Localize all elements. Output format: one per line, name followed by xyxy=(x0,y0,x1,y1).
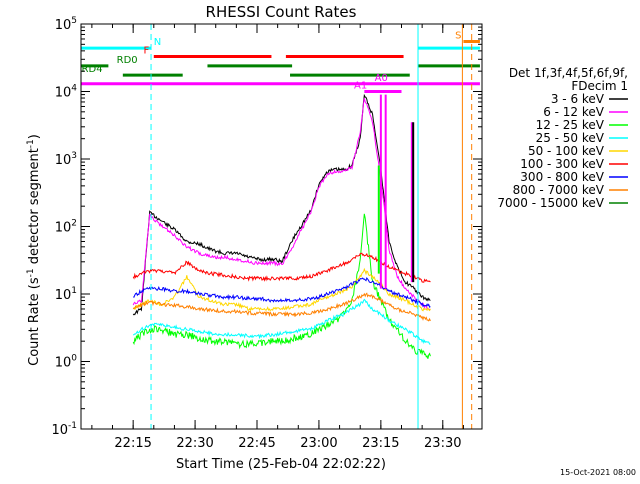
y-tick-label: 102 xyxy=(55,219,77,236)
flag-label-rd4: RD4 xyxy=(82,64,103,75)
flag-label-rd0: RD0 xyxy=(117,55,138,66)
flag-label-n: N xyxy=(154,37,161,48)
x-tick-label: 23:30 xyxy=(424,436,461,451)
legend-header-line-1: Det 1f,3f,4f,5f,6f,9f, xyxy=(509,66,628,80)
flag-label-a1: A1 xyxy=(354,81,367,92)
legend-entry-label: 100 - 300 keV xyxy=(520,157,604,171)
legend-entry-label: 6 - 12 keV xyxy=(543,105,605,119)
y-tick-label: 100 xyxy=(55,354,78,371)
x-tick-label: 22:15 xyxy=(114,436,151,451)
legend-entry-label: 3 - 6 keV xyxy=(551,92,605,106)
legend-entry-label: 50 - 100 keV xyxy=(528,144,605,158)
legend-entry-label: 12 - 25 keV xyxy=(536,118,605,132)
legend-entry-label: 800 - 7000 keV xyxy=(513,183,605,197)
flag-label-f: F xyxy=(143,46,149,57)
y-axis-label: Count Rate (s-1 detector segment-1) xyxy=(26,134,42,366)
y-tick-label: 105 xyxy=(55,16,77,33)
series-layer xyxy=(132,93,431,359)
footer-date: 15-Oct-2021 08:00 xyxy=(560,468,636,477)
legend: Det 1f,3f,4f,5f,6f,9f, FDecim 1 3 - 6 ke… xyxy=(497,66,628,210)
x-tick-label: 23:15 xyxy=(362,436,399,451)
flag-label-a0: A0 xyxy=(375,73,388,84)
x-tick-label: 22:30 xyxy=(176,436,213,451)
axes-layer: 10-1 100 101 102 103 104 105 22:15 22:30 22:45 23:… xyxy=(51,16,483,451)
x-tick-label: 22:45 xyxy=(238,436,275,451)
x-tick-label: 23:00 xyxy=(300,436,337,451)
flag-bars-layer: NF S RD0 RD4 A0 A1 xyxy=(81,31,480,93)
y-tick-label: 10-1 xyxy=(51,421,77,438)
x-axis-label: Start Time (25-Feb-04 22:02:22) xyxy=(176,457,386,472)
y-tick-label: 103 xyxy=(55,151,77,168)
chart-title: RHESSI Count Rates xyxy=(206,3,357,21)
legend-header-line-2: FDecim 1 xyxy=(571,79,628,93)
series-line-7 xyxy=(132,292,431,322)
y-tick-label: 101 xyxy=(55,286,77,303)
legend-entry-label: 300 - 800 keV xyxy=(520,170,604,184)
legend-entry-label: 7000 - 15000 keV xyxy=(497,196,604,210)
flag-label-s: S xyxy=(455,31,461,42)
y-tick-label: 104 xyxy=(55,84,78,101)
legend-entry-label: 25 - 50 keV xyxy=(536,131,605,145)
series-line-3 xyxy=(132,298,431,345)
